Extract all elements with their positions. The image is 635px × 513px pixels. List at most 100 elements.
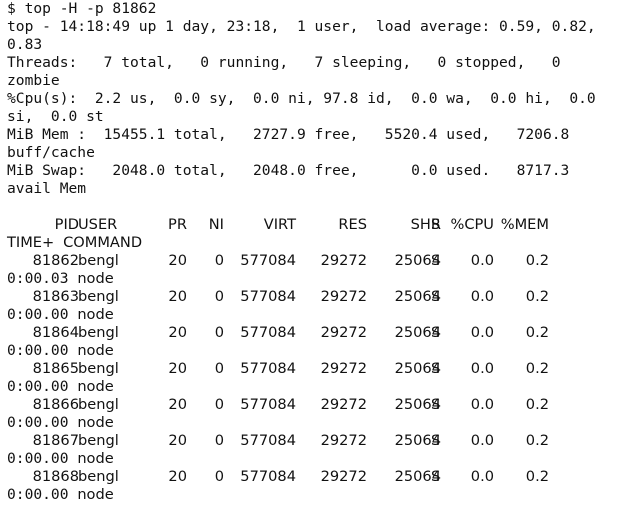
cell-ni: 0 (214, 396, 224, 413)
command-line: $ top -H -p 81862 (7, 0, 157, 17)
cell-virt: 577084 (240, 468, 296, 485)
cell-shr: 25064 (394, 396, 441, 413)
cell-time: 0:00.00 (7, 306, 69, 323)
cell-cpu: 0.0 (470, 360, 494, 377)
cell-ni: 0 (214, 324, 224, 341)
table-row-wrap: 0:00.00 node (7, 342, 633, 360)
summary-uptime-wrap: 0.83 (7, 36, 43, 53)
table-row: 81867 bengl 20 0 577084 29272 25064 S 0.0 0.2 (7, 432, 633, 450)
col-header-s: S (431, 216, 441, 233)
cell-user: bengl (78, 252, 119, 269)
cell-time: 0:00.00 (7, 378, 69, 395)
cell-time: 0:00.00 (7, 414, 69, 431)
col-header-virt: VIRT (263, 216, 296, 233)
table-row: 81868 bengl 20 0 577084 29272 25064 S 0.0 0.2 (7, 468, 633, 486)
cell-s: S (431, 360, 441, 377)
table-row: 81866 bengl 20 0 577084 29272 25064 S 0.0 0.2 (7, 396, 633, 414)
cell-command: node (77, 342, 114, 359)
summary-threads-line: Threads: 7 total, 0 running, 7 sleeping,… (7, 54, 561, 71)
table-row: 81864 bengl 20 0 577084 29272 25064 S 0.0 0.2 (7, 324, 633, 342)
cell-pid: 81862 (32, 252, 79, 269)
cell-command: node (77, 378, 114, 395)
cell-ni: 0 (214, 288, 224, 305)
cell-res: 29272 (320, 396, 367, 413)
cell-ni: 0 (214, 252, 224, 269)
cell-user: bengl (78, 432, 119, 449)
cell-s: S (431, 252, 441, 269)
cell-cpu: 0.0 (470, 324, 494, 341)
cell-s: S (431, 324, 441, 341)
cell-pid: 81867 (32, 432, 79, 449)
terminal-output[interactable]: $ top -H -p 81862 top - 14:18:49 up 1 da… (7, 0, 633, 504)
process-list: 81862 bengl 20 0 577084 29272 25064 S 0.0 0.2 0:00… (7, 252, 633, 504)
col-header-pr: PR (168, 216, 187, 233)
cell-res: 29272 (320, 360, 367, 377)
cell-pr: 20 (168, 324, 187, 341)
table-row-wrap: 0:00.00 node (7, 414, 633, 432)
table-row-wrap: 0:00.00 node (7, 450, 633, 468)
cell-virt: 577084 (240, 360, 296, 377)
cell-pr: 20 (168, 432, 187, 449)
cell-time: 0:00.00 (7, 486, 69, 503)
cell-shr: 25064 (394, 432, 441, 449)
cell-mem: 0.2 (525, 252, 549, 269)
cell-mem: 0.2 (525, 396, 549, 413)
col-header-user: USER (78, 216, 118, 233)
cell-shr: 25064 (394, 288, 441, 305)
cell-pid: 81863 (32, 288, 79, 305)
table-row-wrap: 0:00.00 node (7, 486, 633, 504)
col-header-command: COMMAND (63, 234, 143, 251)
cell-shr: 25064 (394, 252, 441, 269)
cell-cpu: 0.0 (470, 288, 494, 305)
cell-s: S (431, 468, 441, 485)
summary-threads-wrap: zombie (7, 72, 60, 89)
cell-command: node (77, 306, 114, 323)
cell-shr: 25064 (394, 468, 441, 485)
cell-pr: 20 (168, 252, 187, 269)
cell-mem: 0.2 (525, 360, 549, 377)
col-header-pid: PID (54, 216, 79, 233)
cell-res: 29272 (320, 252, 367, 269)
summary-swap-wrap: avail Mem (7, 180, 87, 197)
cell-mem: 0.2 (525, 432, 549, 449)
summary-cpu-line: %Cpu(s): 2.2 us, 0.0 sy, 0.0 ni, 97.8 id… (7, 90, 596, 107)
cell-user: bengl (78, 396, 119, 413)
col-header-res: RES (338, 216, 367, 233)
cell-cpu: 0.0 (470, 432, 494, 449)
cell-res: 29272 (320, 432, 367, 449)
table-row: 81862 bengl 20 0 577084 29272 25064 S 0.0 0.2 (7, 252, 633, 270)
cell-ni: 0 (214, 432, 224, 449)
table-header-wrap: TIME+ COMMAND (7, 234, 633, 252)
cell-mem: 0.2 (525, 288, 549, 305)
summary-uptime-line: top - 14:18:49 up 1 day, 23:18, 1 user, … (7, 18, 596, 35)
col-header-cpu: %CPU (450, 216, 494, 233)
cell-command: node (77, 486, 114, 503)
table-row-wrap: 0:00.00 node (7, 306, 633, 324)
blank-line (7, 198, 633, 216)
cell-shr: 25064 (394, 324, 441, 341)
table-row: 81863 bengl 20 0 577084 29272 25064 S 0.0 0.2 (7, 288, 633, 306)
cell-virt: 577084 (240, 252, 296, 269)
summary-mem-wrap: buff/cache (7, 144, 95, 161)
col-header-mem: %MEM (500, 216, 549, 233)
col-header-shr: SHR (410, 216, 441, 233)
summary-mem-line: MiB Mem : 15455.1 total, 2727.9 free, 55… (7, 126, 570, 143)
cell-virt: 577084 (240, 288, 296, 305)
cell-virt: 577084 (240, 432, 296, 449)
cell-ni: 0 (214, 468, 224, 485)
cell-mem: 0.2 (525, 468, 549, 485)
cell-ni: 0 (214, 360, 224, 377)
col-header-time: TIME+ (7, 234, 55, 251)
cell-pr: 20 (168, 396, 187, 413)
cell-user: bengl (78, 468, 119, 485)
table-row-wrap: 0:00.00 node (7, 378, 633, 396)
cell-time: 0:00.03 (7, 270, 69, 287)
cell-virt: 577084 (240, 396, 296, 413)
cell-res: 29272 (320, 468, 367, 485)
table-row: 81865 bengl 20 0 577084 29272 25064 S 0.0 0.2 (7, 360, 633, 378)
table-header: PID USER PR NI VIRT RES SHR S %CPU %MEM (7, 216, 633, 234)
cell-shr: 25064 (394, 360, 441, 377)
col-header-ni: NI (208, 216, 224, 233)
cell-time: 0:00.00 (7, 450, 69, 467)
cell-pr: 20 (168, 468, 187, 485)
